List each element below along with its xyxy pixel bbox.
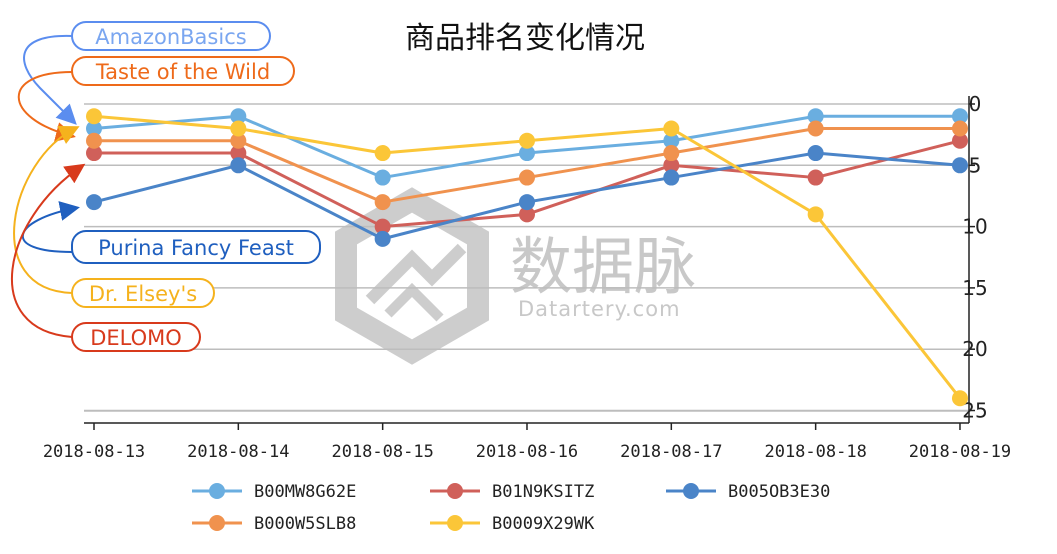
legend-label: B000W5SLB8 xyxy=(254,514,356,534)
svg-text:Dr. Elsey's: Dr. Elsey's xyxy=(89,282,197,306)
legend: B00MW8G62E B01N9KSITZ B005OB3E30 B000W5SLB8… xyxy=(192,482,830,534)
x-tick-label: 2018-08-16 xyxy=(476,442,578,462)
legend-item: B00MW8G62E xyxy=(192,482,356,502)
y-tick-label: 10 xyxy=(962,215,987,239)
chart-title: 商品排名变化情况 xyxy=(405,21,645,56)
series-B00MW8G62E xyxy=(86,108,968,186)
legend-marker xyxy=(209,483,225,499)
data-point xyxy=(86,132,102,149)
y-tick-label: 15 xyxy=(962,276,987,300)
data-point xyxy=(807,206,824,223)
legend-label: B01N9KSITZ xyxy=(492,482,594,502)
brand-annotations: AmazonBasics Taste of the Wild Purina Fa… xyxy=(10,21,321,352)
data-point xyxy=(86,194,102,211)
data-point xyxy=(86,120,102,137)
x-tick-label: 2018-08-14 xyxy=(187,442,289,462)
data-point xyxy=(230,157,247,174)
data-point xyxy=(663,169,680,186)
series-B000W5SLB8 xyxy=(86,120,968,211)
data-point xyxy=(663,132,680,149)
data-point xyxy=(951,108,968,125)
svg-text:AmazonBasics: AmazonBasics xyxy=(95,25,246,49)
data-point xyxy=(663,145,680,162)
data-point xyxy=(230,132,247,149)
series-B005OB3E30 xyxy=(86,145,968,247)
data-point xyxy=(951,132,968,149)
legend-marker xyxy=(447,483,463,499)
annotation-taste-of-the-wild: Taste of the Wild xyxy=(17,56,295,142)
series-layer xyxy=(86,108,968,407)
data-point xyxy=(230,145,247,162)
data-point xyxy=(374,194,391,211)
svg-text:Purina Fancy Feast: Purina Fancy Feast xyxy=(98,236,294,260)
data-point xyxy=(807,108,824,125)
legend-label: B00MW8G62E xyxy=(254,482,356,502)
data-point xyxy=(518,206,535,223)
data-point xyxy=(518,169,535,186)
x-tick-label: 2018-08-13 xyxy=(43,442,145,462)
series-B0009X29WK xyxy=(86,108,968,407)
legend-label: B005OB3E30 xyxy=(728,482,830,502)
data-point xyxy=(374,169,391,186)
annotation-amazonbasics: AmazonBasics xyxy=(23,21,271,125)
data-point xyxy=(951,390,968,407)
data-point xyxy=(951,157,968,174)
y-tick-label: 20 xyxy=(962,337,987,361)
watermark: 数据脉 Datartery.com xyxy=(335,187,696,365)
data-point xyxy=(663,157,680,174)
svg-text:Taste of the Wild: Taste of the Wild xyxy=(95,60,270,84)
data-point xyxy=(374,230,391,247)
annotation-purina-fancy-feast: Purina Fancy Feast xyxy=(22,201,321,264)
legend-marker xyxy=(209,515,225,531)
watermark-logo-icon xyxy=(335,187,489,365)
data-point xyxy=(663,120,680,137)
data-point xyxy=(374,218,391,235)
legend-item: B01N9KSITZ xyxy=(430,482,594,502)
x-tick-label: 2018-08-17 xyxy=(620,442,722,462)
data-point xyxy=(518,145,535,162)
x-tick-label: 2018-08-15 xyxy=(331,442,433,462)
annotation-dr-elseys: Dr. Elsey's xyxy=(13,126,215,308)
data-point xyxy=(86,145,102,162)
data-point xyxy=(951,120,968,137)
data-point xyxy=(807,145,824,162)
data-point xyxy=(807,120,824,137)
x-ticks: 2018-08-13 2018-08-14 2018-08-15 2018-08-16… xyxy=(43,423,1011,462)
x-tick-label: 2018-08-19 xyxy=(909,442,1011,462)
y-tick-label: 0 xyxy=(969,92,982,116)
svg-text:DELOMO: DELOMO xyxy=(90,326,182,350)
data-point xyxy=(518,132,535,149)
data-point xyxy=(230,108,247,125)
legend-marker xyxy=(683,483,699,499)
legend-item: B0009X29WK xyxy=(430,514,595,534)
y-tick-label: 5 xyxy=(969,153,982,177)
data-point xyxy=(807,169,824,186)
legend-marker xyxy=(447,515,463,531)
data-point xyxy=(518,194,535,211)
x-tick-label: 2018-08-18 xyxy=(764,442,866,462)
data-point xyxy=(230,120,247,137)
legend-item: B005OB3E30 xyxy=(666,482,830,502)
legend-item: B000W5SLB8 xyxy=(192,514,356,534)
data-point xyxy=(86,108,102,125)
data-point xyxy=(374,145,391,162)
watermark-en-text: Datartery.com xyxy=(518,297,681,321)
series-B01N9KSITZ xyxy=(86,132,968,235)
watermark-cn-text: 数据脉 xyxy=(510,230,696,303)
legend-label: B0009X29WK xyxy=(492,514,595,534)
annotation-delomo: DELOMO xyxy=(10,163,201,352)
